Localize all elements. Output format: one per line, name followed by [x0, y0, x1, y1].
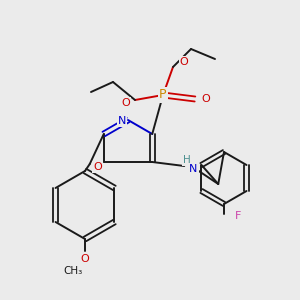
Text: P: P	[159, 88, 167, 101]
Text: O: O	[202, 94, 210, 104]
Text: H: H	[183, 155, 191, 165]
Text: N: N	[118, 116, 126, 126]
Text: F: F	[235, 211, 241, 221]
Text: O: O	[180, 57, 188, 67]
Text: N: N	[189, 164, 197, 174]
Text: O: O	[122, 98, 130, 108]
Text: CH₃: CH₃	[63, 266, 82, 276]
Text: O: O	[93, 162, 102, 172]
Text: O: O	[81, 254, 89, 264]
